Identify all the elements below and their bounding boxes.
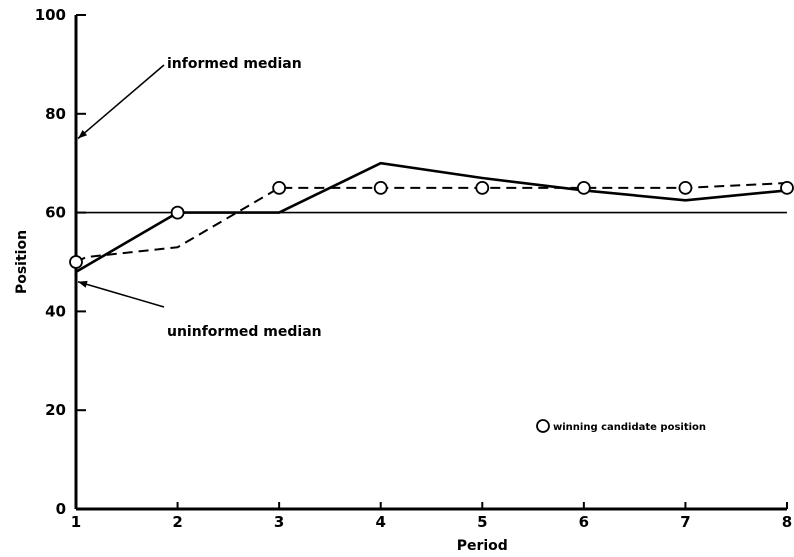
x-tick-label-4: 4: [375, 513, 385, 531]
uninformed-median-label: uninformed median: [167, 324, 322, 340]
y-tick-label-60: 60: [45, 204, 66, 222]
legend-label: winning candidate position: [553, 422, 706, 433]
x-tick-label-1: 1: [71, 513, 81, 531]
y-tick-label-100: 100: [35, 6, 66, 24]
x-tick-label-7: 7: [680, 513, 690, 531]
winning-candidate-point-1: [69, 255, 83, 269]
x-axis-title: Period: [457, 538, 508, 554]
axes: [74, 15, 787, 511]
winning-candidate-point-3: [272, 180, 287, 195]
series-line-solid: [75, 161, 788, 274]
x-tick-label-5: 5: [477, 513, 487, 531]
winning-candidate-point-7: [678, 180, 693, 195]
winning-candidate-point-2: [170, 205, 185, 220]
informed-median-arrowhead: [78, 130, 88, 139]
x-tick-label-6: 6: [579, 513, 589, 531]
uninformed-median-pointer-line: [77, 281, 165, 308]
x-tick-label-8: 8: [782, 513, 792, 531]
legend: winning candidate position: [536, 419, 706, 433]
winning-candidate-point-4: [373, 180, 388, 195]
series-line-dashed: [75, 182, 788, 263]
winning-candidate-point-5: [475, 180, 490, 195]
legend-open-circle-marker: [536, 419, 550, 433]
y-tick-label-40: 40: [45, 302, 66, 320]
uninformed-median-arrowhead: [78, 280, 88, 288]
y-tick-label-80: 80: [45, 105, 66, 123]
winning-candidate-point-6: [576, 180, 591, 195]
informed-median-pointer-line: [77, 64, 165, 140]
plot-lines: [75, 161, 788, 274]
y-ticks: 0 20 40 60 80 100: [35, 6, 86, 518]
x-tick-label-3: 3: [274, 513, 284, 531]
informed-median-label: informed median: [167, 56, 302, 72]
winning-candidate-point-8: [780, 180, 794, 195]
annotations: informed median uninformed median: [77, 56, 322, 340]
x-ticks: 1 2 3 4 5 6 7 8: [71, 502, 792, 531]
x-tick-label-2: 2: [172, 513, 182, 531]
y-axis-title: Position: [14, 230, 30, 294]
winning-candidate-markers: [69, 180, 794, 269]
y-tick-label-0: 0: [56, 500, 66, 518]
y-tick-label-20: 20: [45, 401, 66, 419]
